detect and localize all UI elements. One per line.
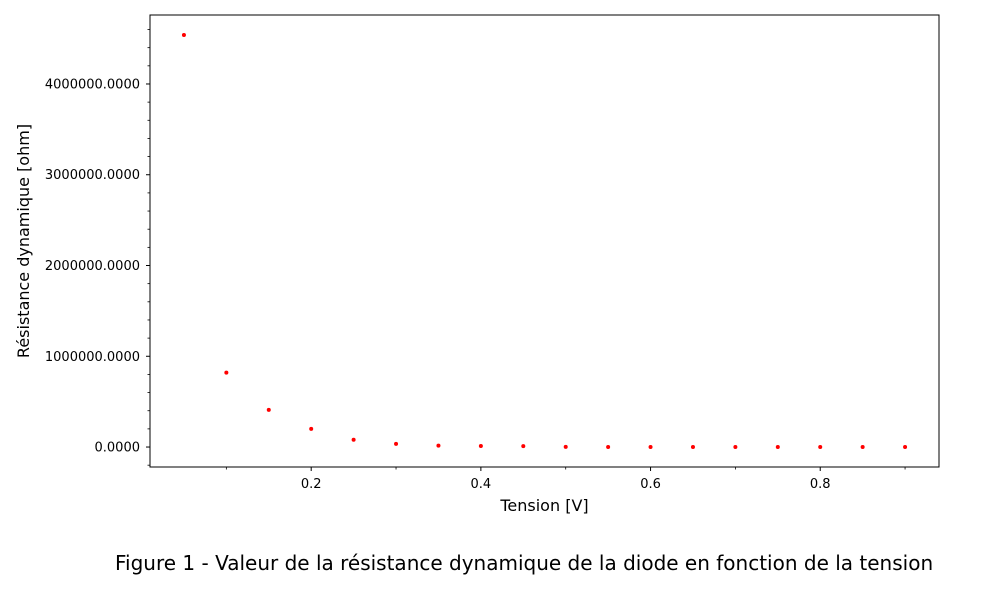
y-axis-ticks: 0.0000 1000000.0000 2000000.0000 3000000.00…	[45, 29, 150, 466]
y-tick-label: 0.0000	[95, 441, 141, 456]
x-axis-label: Tension [V]	[499, 496, 588, 515]
y-tick-label: 3000000.0000	[45, 168, 140, 183]
x-axis-ticks: 0.2 0.4 0.6 0.8	[225, 467, 906, 492]
data-point	[563, 444, 568, 449]
data-point	[394, 441, 399, 446]
data-point	[309, 426, 314, 431]
data-point	[266, 407, 271, 412]
data-point	[733, 445, 738, 450]
x-tick-label: 0.4	[471, 477, 492, 492]
data-point	[521, 444, 526, 449]
data-point	[648, 444, 653, 449]
plot-area	[150, 15, 939, 467]
data-points	[181, 32, 908, 450]
plot-frame	[149, 14, 940, 468]
data-point	[181, 32, 186, 37]
y-tick-label: 1000000.0000	[45, 350, 140, 365]
data-point	[224, 370, 229, 375]
data-point	[478, 443, 483, 448]
x-tick-label: 0.2	[301, 477, 322, 492]
data-point	[903, 445, 908, 450]
x-tick-label: 0.6	[640, 477, 661, 492]
y-tick-label: 4000000.0000	[45, 77, 140, 92]
x-tick-label: 0.8	[810, 477, 831, 492]
data-point	[860, 445, 865, 450]
data-point	[690, 445, 695, 450]
y-tick-label: 2000000.0000	[45, 259, 140, 274]
data-point	[818, 445, 823, 450]
data-point	[775, 445, 780, 450]
data-point	[351, 437, 356, 442]
data-point	[436, 443, 441, 448]
figure-caption: Figure 1 - Valeur de la résistance dynam…	[115, 551, 934, 575]
y-axis-label: Résistance dynamique [ohm]	[14, 124, 33, 358]
scatter-chart: 0.0000 1000000.0000 2000000.0000 3000000.00…	[14, 14, 940, 515]
data-point	[606, 444, 611, 449]
